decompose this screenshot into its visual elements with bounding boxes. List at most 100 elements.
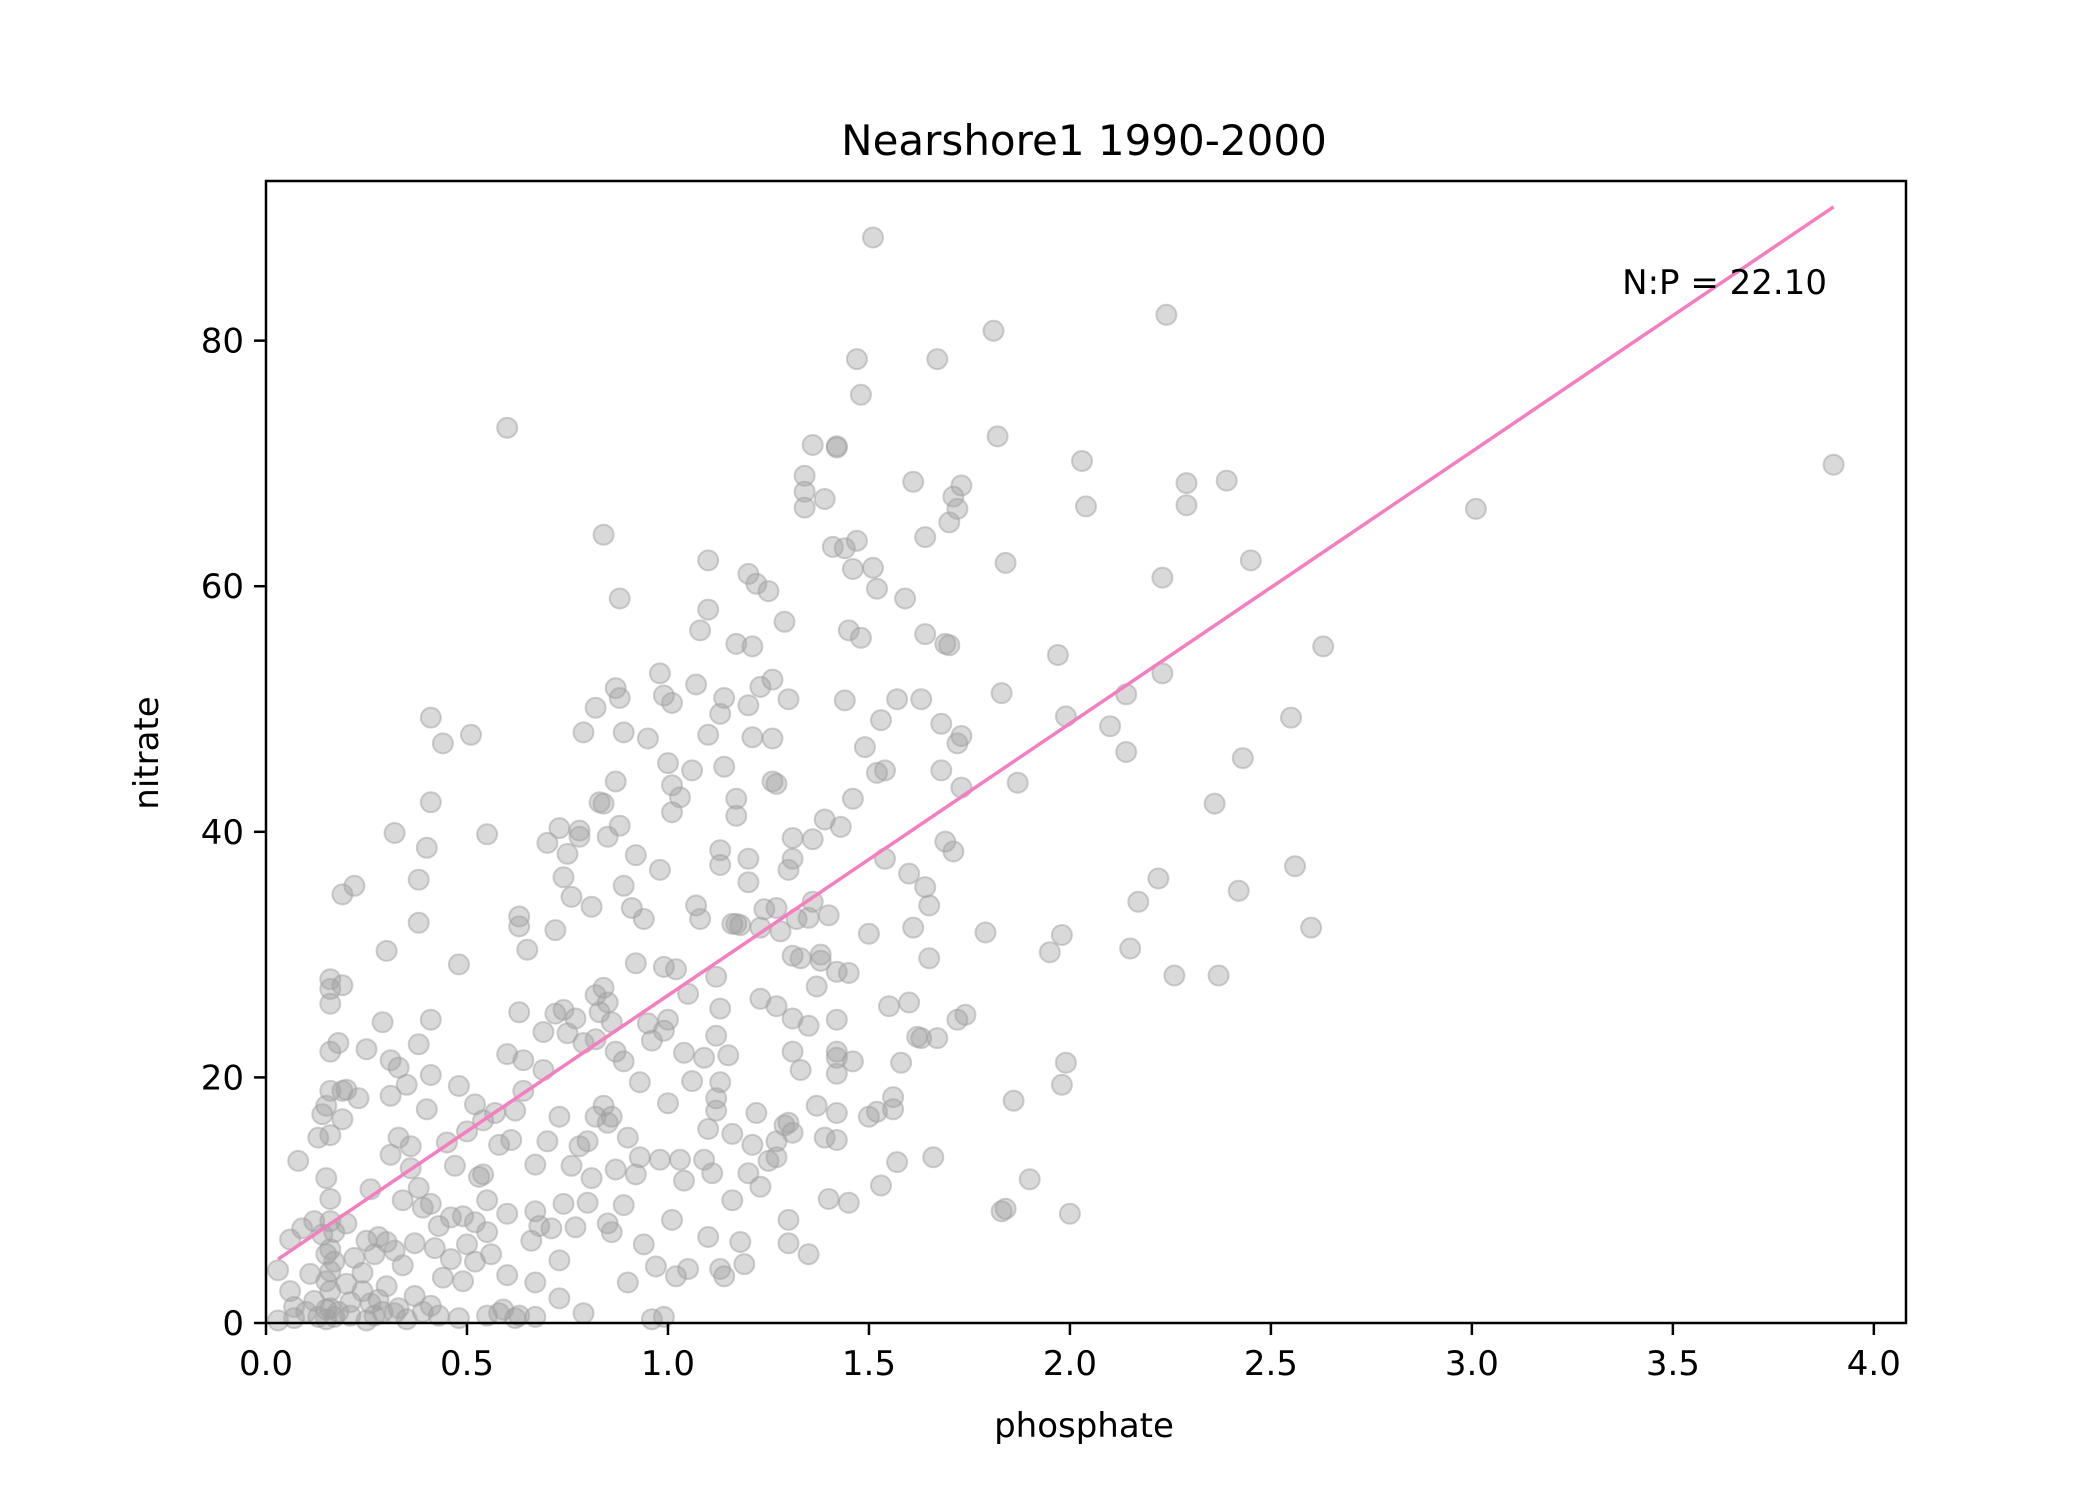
data-point: [524, 1271, 547, 1294]
data-point: [580, 1167, 603, 1190]
data-point: [476, 1189, 499, 1212]
data-point: [737, 847, 760, 870]
data-point: [431, 732, 454, 755]
data-point: [460, 723, 482, 746]
data-point: [657, 1008, 679, 1031]
data-point: [741, 1133, 764, 1156]
data-point: [267, 1309, 290, 1332]
data-point: [697, 1118, 720, 1140]
data-point: [612, 1194, 635, 1217]
data-point: [1050, 924, 1073, 946]
data-point: [407, 868, 430, 891]
data-point: [673, 1169, 695, 1192]
data-point: [729, 914, 752, 937]
data-point: [636, 727, 659, 750]
data-point: [801, 890, 824, 913]
data-point: [866, 1100, 888, 1123]
data-point: [516, 938, 539, 961]
data-point: [737, 694, 760, 717]
data-point: [1006, 771, 1029, 794]
data-point: [584, 696, 607, 719]
data-point: [1175, 472, 1198, 495]
data-point: [648, 858, 671, 881]
data-point: [1075, 495, 1097, 518]
data-point: [765, 772, 788, 795]
data-point: [701, 1162, 724, 1185]
data-point: [713, 1265, 736, 1288]
data-point: [1215, 469, 1238, 492]
points-layer: [267, 226, 1845, 1332]
data-point: [725, 632, 748, 655]
data-point: [765, 897, 788, 919]
data-point: [584, 1105, 607, 1128]
y-tick-label: 40: [201, 813, 244, 853]
x-tick-label: 4.0: [1847, 1344, 1901, 1384]
data-point: [315, 1167, 338, 1190]
data-point: [624, 844, 647, 867]
data-point: [705, 965, 728, 988]
data-point: [548, 1287, 571, 1310]
data-point: [419, 706, 442, 729]
data-point: [600, 1105, 623, 1128]
data-point: [616, 1271, 639, 1294]
data-point: [661, 774, 683, 797]
data-point: [391, 1254, 414, 1277]
data-point: [950, 776, 973, 799]
data-point: [548, 1105, 571, 1128]
data-point: [882, 1086, 905, 1109]
y-tick-label: 60: [201, 567, 244, 607]
data-point: [419, 791, 442, 814]
data-point: [882, 1098, 905, 1121]
data-point: [737, 871, 760, 894]
data-point: [399, 1135, 422, 1158]
data-point: [576, 1130, 599, 1153]
data-point: [833, 689, 856, 712]
data-point: [592, 1094, 615, 1117]
x-tick-label: 0.5: [440, 1344, 494, 1384]
data-point: [1151, 566, 1174, 589]
data-point: [697, 1226, 720, 1248]
data-point: [689, 619, 712, 642]
data-point: [472, 1163, 495, 1186]
data-point: [1038, 941, 1061, 964]
data-point: [548, 817, 571, 840]
data-point: [886, 688, 909, 711]
data-point: [741, 726, 764, 749]
data-point: [709, 854, 732, 876]
data-point: [926, 348, 949, 371]
data-point: [837, 619, 860, 642]
data-point: [331, 974, 354, 997]
data-point: [729, 1231, 752, 1253]
x-axis: 0.0 0.5 1.0 1.5 2.0 2.5 3.0 3.5 4.0: [239, 1323, 1901, 1384]
data-point: [749, 1175, 772, 1198]
data-point: [862, 226, 884, 249]
data-point: [793, 480, 816, 503]
data-point: [657, 1092, 679, 1115]
ratio-annotation: N:P = 22.10: [1622, 263, 1827, 303]
data-point: [705, 1024, 728, 1047]
data-point: [982, 319, 1005, 342]
data-point: [500, 1129, 523, 1151]
data-point: [496, 1264, 519, 1287]
data-point: [733, 1253, 756, 1276]
data-point: [1147, 867, 1170, 890]
data-point: [1280, 706, 1302, 729]
data-point: [1239, 549, 1262, 572]
data-point: [335, 1078, 358, 1101]
data-point: [540, 1217, 563, 1240]
data-point: [608, 687, 631, 709]
data-point: [669, 1148, 691, 1171]
data-point: [1163, 964, 1186, 987]
data-point: [749, 675, 772, 698]
data-point: [721, 1189, 744, 1212]
data-point: [890, 1051, 913, 1074]
data-point: [745, 1102, 768, 1124]
data-point: [713, 687, 736, 709]
data-point: [419, 1008, 442, 1031]
data-point: [1207, 964, 1230, 987]
data-point: [669, 786, 691, 809]
data-point: [592, 792, 615, 815]
data-point: [391, 1189, 414, 1212]
data-point: [379, 1084, 402, 1107]
